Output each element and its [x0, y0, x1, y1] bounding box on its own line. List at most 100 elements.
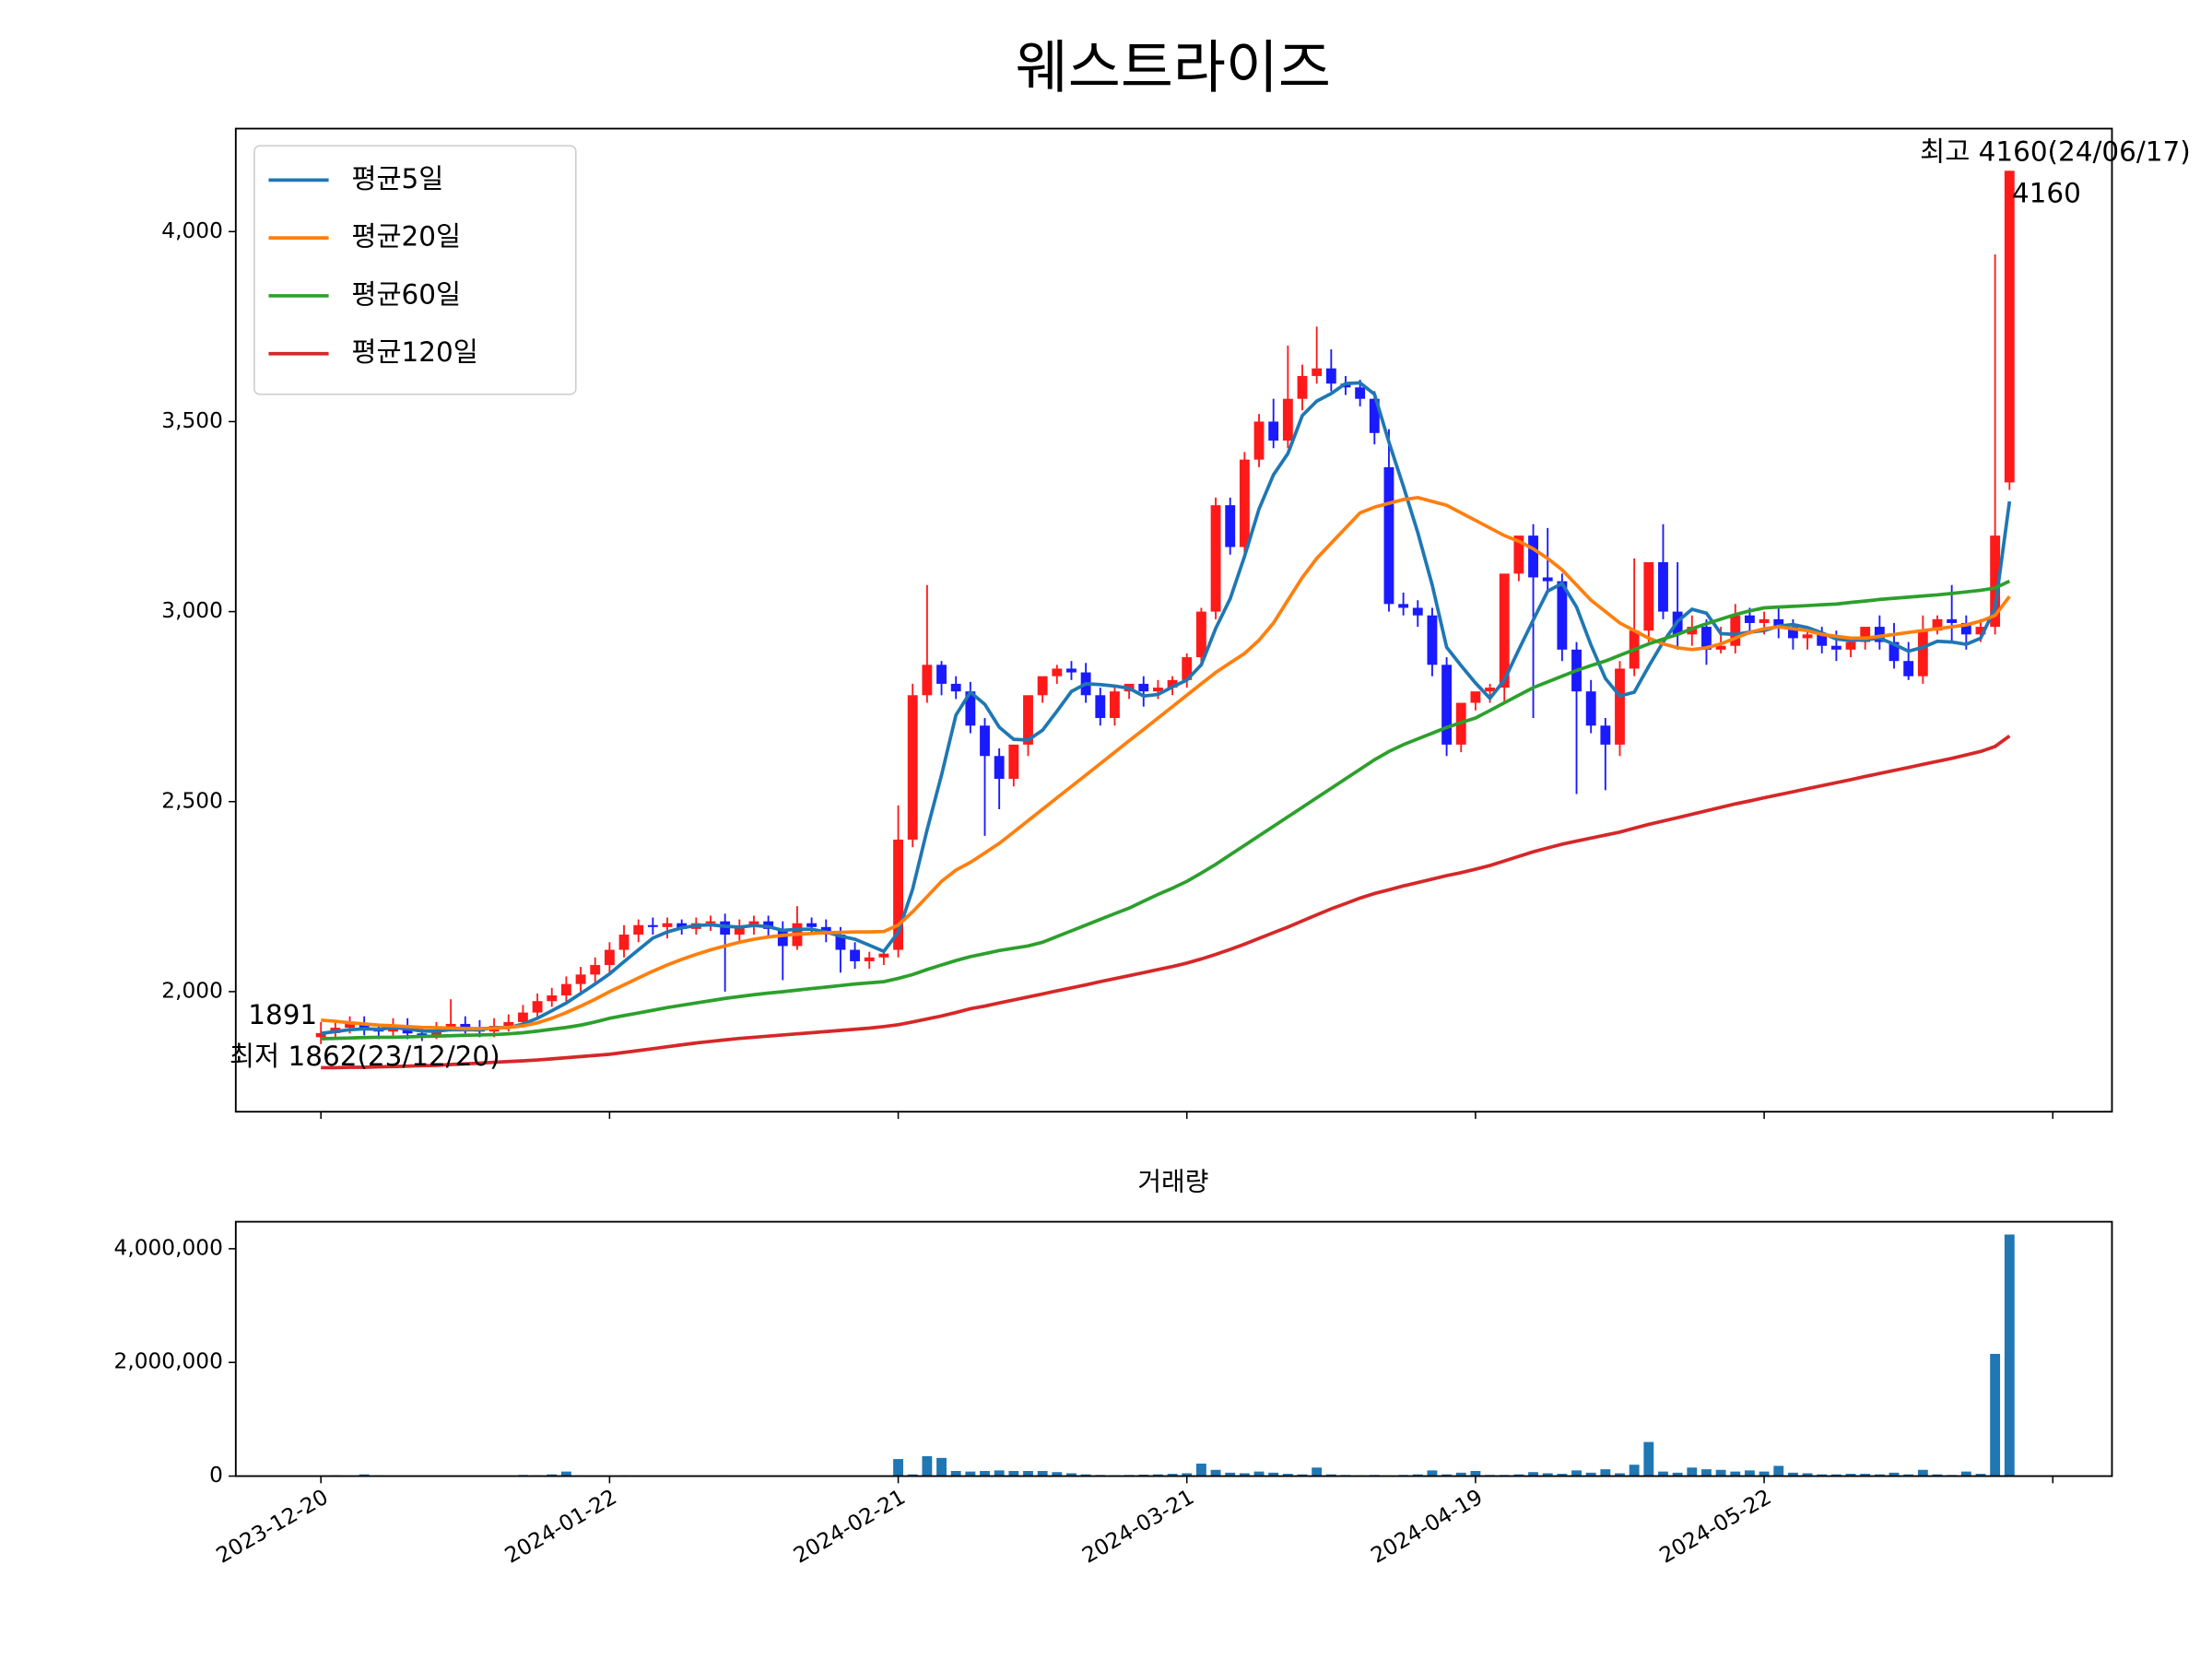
candle-body	[345, 1023, 355, 1029]
candle-body	[1845, 641, 1856, 650]
volume-bar	[1195, 1463, 1206, 1477]
volume-bar	[1455, 1472, 1466, 1477]
candle-body	[677, 923, 688, 929]
candle-body	[1110, 691, 1120, 719]
volume-bar	[1787, 1472, 1798, 1477]
ma-line	[321, 734, 2011, 1070]
y-tick-label: 3,500	[161, 408, 223, 433]
candle-body	[575, 974, 586, 984]
candle-body	[734, 926, 745, 935]
volume-bar	[1773, 1465, 1784, 1477]
candle-body	[1470, 691, 1481, 703]
candle-body	[1499, 573, 1510, 688]
volume-bar	[1745, 1470, 1755, 1477]
y-tick-label: 2,000	[161, 978, 223, 1003]
candle-body	[893, 839, 903, 950]
candle-body	[965, 691, 976, 726]
legend-label: 평균5일	[351, 163, 443, 194]
volume-bar	[1643, 1441, 1654, 1477]
candle-body	[1917, 630, 1928, 677]
volume-bar	[1629, 1465, 1640, 1477]
candle-body	[720, 921, 731, 935]
candle-body	[1513, 535, 1524, 574]
candle-body	[1023, 695, 1033, 745]
volume-bar	[1975, 1474, 1986, 1477]
y-tick-label: 4,000,000	[114, 1235, 223, 1260]
volume-bar	[1225, 1472, 1236, 1477]
volume-bar	[936, 1457, 947, 1477]
volume-bar	[1253, 1471, 1265, 1477]
candle-body	[1932, 618, 1943, 631]
candle-body	[604, 949, 615, 966]
candle-body	[1239, 459, 1250, 547]
chart-title: 웨스트라이즈	[1016, 34, 1331, 101]
candle-body	[1485, 688, 1495, 692]
volume-bar	[1860, 1474, 1871, 1477]
candle-body	[1600, 725, 1611, 745]
candle-body	[1268, 421, 1279, 441]
candle-body	[1745, 615, 1755, 623]
candle-body	[315, 1032, 326, 1038]
volume-bar	[1585, 1472, 1596, 1477]
candle-body	[806, 923, 818, 927]
candle-body	[1369, 398, 1380, 433]
volume-bar	[922, 1455, 933, 1477]
candle-body	[518, 1012, 528, 1022]
candle-body	[1557, 581, 1568, 650]
candle-body	[936, 665, 947, 684]
volume-bar	[1312, 1467, 1323, 1477]
volume-bar	[1658, 1471, 1668, 1477]
candle-body	[1960, 622, 1971, 635]
candle-body	[1325, 368, 1336, 384]
candle-body	[1715, 645, 1726, 650]
ma-line	[321, 495, 2011, 1030]
candle-body	[1773, 618, 1784, 628]
volume-bar	[1008, 1471, 1019, 1477]
candle-body	[1888, 641, 1900, 662]
volume-bar	[950, 1471, 961, 1477]
candle-body	[1383, 466, 1394, 605]
volume-bar	[1701, 1469, 1712, 1477]
candle-body	[1615, 668, 1625, 745]
candle-body	[503, 1021, 514, 1027]
ma-line	[320, 381, 2012, 1036]
candle-body	[590, 965, 601, 975]
plot-frame	[234, 127, 2113, 1113]
candle-body	[1990, 535, 2001, 628]
candle-body	[2004, 171, 2015, 483]
candle-body	[1152, 688, 1163, 692]
candle-body	[1817, 634, 1828, 646]
y-tick-label: 2,500	[161, 788, 223, 813]
candle-body	[1297, 375, 1308, 399]
annotation: 4160	[2012, 177, 2081, 208]
volume-bar	[893, 1459, 903, 1477]
volume-bar	[560, 1471, 571, 1477]
volume-bar	[994, 1470, 1005, 1477]
candle-body	[1830, 645, 1841, 650]
volume-bar	[1802, 1473, 1813, 1477]
volume-bar	[965, 1471, 976, 1477]
candle-body	[1947, 618, 1958, 623]
candle-body	[1225, 505, 1236, 547]
volume-bar	[1845, 1474, 1856, 1477]
volume-bar	[1037, 1471, 1048, 1477]
candle-body	[460, 1023, 471, 1029]
candle-body	[1787, 627, 1798, 639]
candle-body	[647, 924, 658, 927]
legend-label: 평균20일	[351, 221, 461, 253]
volume-title: 거래량	[1137, 1167, 1208, 1197]
candle-body	[1282, 398, 1293, 441]
volume-bar	[1052, 1472, 1063, 1477]
candle-body	[878, 953, 889, 958]
candle-body	[1658, 561, 1668, 612]
candle-body	[835, 935, 846, 950]
candle-body	[1730, 615, 1741, 646]
candle-body	[1585, 691, 1596, 726]
y-tick-label: 4,000	[161, 218, 223, 243]
volume-bar	[1182, 1473, 1193, 1477]
annotation: 최고 4160(24/06/17)	[1920, 135, 2191, 167]
legend-label: 평균120일	[351, 336, 477, 368]
volume-bar	[1470, 1471, 1481, 1477]
candle-body	[417, 1033, 428, 1036]
volume-bar	[1282, 1474, 1293, 1477]
